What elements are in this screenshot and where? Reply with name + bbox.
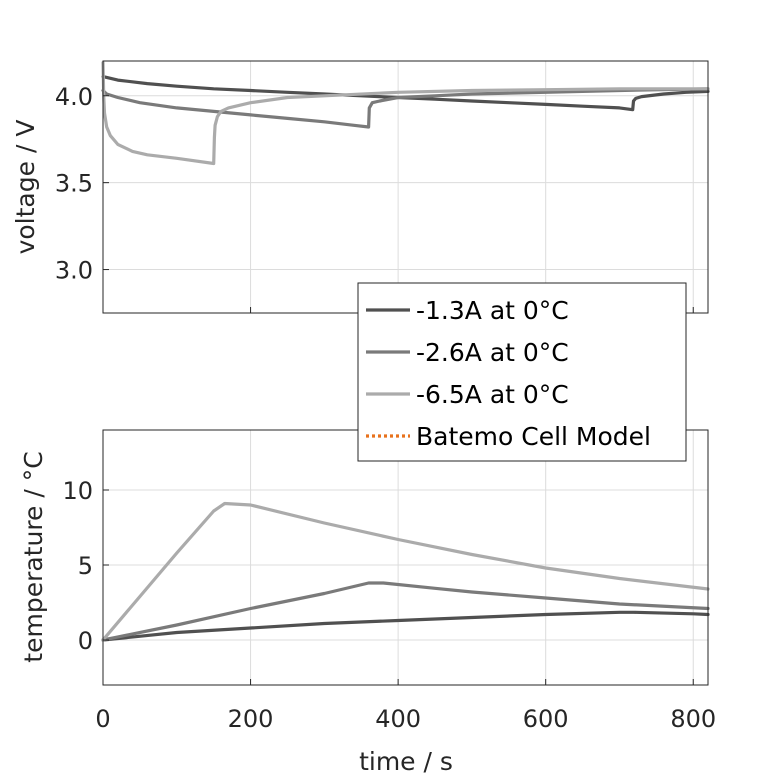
temperature-y-axis-label: temperature / °C bbox=[19, 451, 48, 662]
temperature-panel: 0 5 10 0 200 400 600 800 temperature / °C time … bbox=[19, 429, 716, 776]
voltage-series-line-1 bbox=[101, 87, 710, 129]
temperature-y-tick-label-0: 0 bbox=[78, 627, 93, 655]
voltage-series-line-2 bbox=[101, 61, 710, 166]
legend-entries: -1.3A at 0°C -2.6A at 0°C -6.5A at 0°C Bate… bbox=[366, 296, 651, 451]
legend-label-2: -6.5A at 0°C bbox=[416, 380, 569, 409]
temperature-y-tick-label-2: 10 bbox=[62, 477, 93, 505]
voltage-y-axis-label: voltage / V bbox=[11, 120, 40, 255]
time-x-axis-label: time / s bbox=[359, 747, 453, 776]
temperature-y-tick-label-1: 5 bbox=[78, 552, 93, 580]
voltage-y-tick-label-2: 4.0 bbox=[55, 83, 93, 111]
temperature-x-tick-label-4: 800 bbox=[670, 705, 716, 733]
voltage-y-tick-label-0: 3.0 bbox=[55, 257, 93, 285]
voltage-panel: 3.0 3.5 4.0 voltage / V bbox=[11, 60, 710, 314]
temperature-series-line-2 bbox=[101, 501, 710, 642]
voltage-plot-area bbox=[103, 61, 708, 313]
legend: -1.3A at 0°C -2.6A at 0°C -6.5A at 0°C Bate… bbox=[357, 282, 687, 462]
temperature-series bbox=[101, 501, 710, 642]
legend-box bbox=[357, 282, 687, 462]
temperature-x-tick-label-0: 0 bbox=[95, 705, 110, 733]
temperature-ticks: 0 5 10 0 200 400 600 800 bbox=[62, 477, 716, 733]
temperature-x-tick-label-1: 200 bbox=[228, 705, 274, 733]
temperature-series-line-1 bbox=[101, 581, 710, 642]
temperature-series-line-0 bbox=[101, 610, 710, 642]
legend-label-0: -1.3A at 0°C bbox=[416, 296, 569, 325]
legend-label-1: -2.6A at 0°C bbox=[416, 338, 569, 367]
temperature-plot-area bbox=[103, 430, 708, 685]
voltage-y-tick-label-1: 3.5 bbox=[55, 170, 93, 198]
voltage-series bbox=[101, 61, 710, 166]
temperature-x-tick-label-3: 600 bbox=[523, 705, 569, 733]
voltage-series-line-0 bbox=[101, 74, 710, 112]
temperature-x-tick-label-2: 400 bbox=[375, 705, 421, 733]
legend-label-3: Batemo Cell Model bbox=[416, 422, 651, 451]
voltage-ticks: 3.0 3.5 4.0 bbox=[55, 83, 694, 313]
